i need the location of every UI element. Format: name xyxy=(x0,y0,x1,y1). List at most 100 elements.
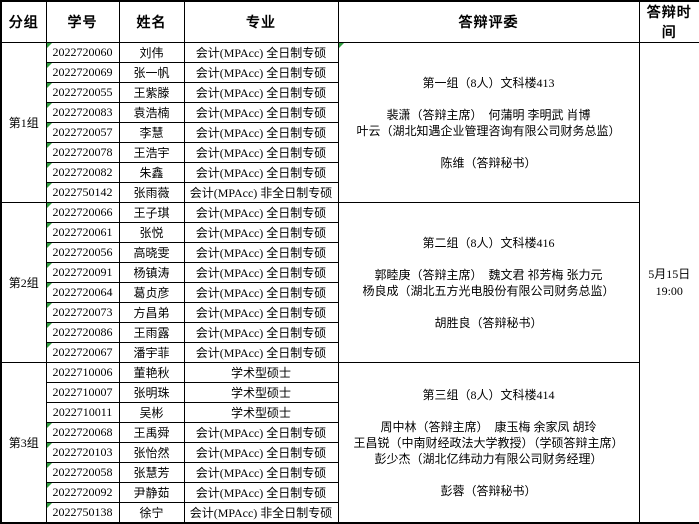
student-name-cell[interactable]: 张明珠 xyxy=(119,383,184,403)
group-cell[interactable]: 第1组 xyxy=(1,43,46,203)
major-cell[interactable]: 学术型硕士 xyxy=(184,403,338,423)
student-name-cell[interactable]: 方昌弟 xyxy=(119,303,184,323)
major-cell[interactable]: 学术型硕士 xyxy=(184,363,338,383)
major-cell[interactable]: 会计(MPAcc) 全日制专硕 xyxy=(184,63,338,83)
major-cell[interactable]: 会计(MPAcc) 全日制专硕 xyxy=(184,423,338,443)
student-id-cell[interactable]: 2022750138 xyxy=(46,503,119,524)
excel-error-triangle-icon xyxy=(47,183,52,188)
student-id-cell[interactable]: 2022720073 xyxy=(46,303,119,323)
major-cell[interactable]: 会计(MPAcc) 全日制专硕 xyxy=(184,103,338,123)
header-committee[interactable]: 答辩评委 xyxy=(338,1,639,43)
student-id-cell[interactable]: 2022720091 xyxy=(46,263,119,283)
header-major[interactable]: 专业 xyxy=(184,1,338,43)
major-cell[interactable]: 会计(MPAcc) 全日制专硕 xyxy=(184,223,338,243)
student-id-cell[interactable]: 2022720103 xyxy=(46,443,119,463)
major-cell[interactable]: 会计(MPAcc) 全日制专硕 xyxy=(184,463,338,483)
group-cell[interactable]: 第2组 xyxy=(1,203,46,363)
student-id-cell[interactable]: 2022720061 xyxy=(46,223,119,243)
header-group[interactable]: 分组 xyxy=(1,1,46,43)
student-name-cell[interactable]: 王子琪 xyxy=(119,203,184,223)
student-id-cell[interactable]: 2022720092 xyxy=(46,483,119,503)
excel-error-triangle-icon xyxy=(339,43,344,48)
major-cell[interactable]: 会计(MPAcc) 全日制专硕 xyxy=(184,83,338,103)
major-cell[interactable]: 会计(MPAcc) 全日制专硕 xyxy=(184,123,338,143)
major-cell[interactable]: 会计(MPAcc) 全日制专硕 xyxy=(184,303,338,323)
student-id-cell[interactable]: 2022720057 xyxy=(46,123,119,143)
student-name-cell[interactable]: 潘宇菲 xyxy=(119,343,184,363)
major-cell[interactable]: 会计(MPAcc) 全日制专硕 xyxy=(184,323,338,343)
student-id-cell[interactable]: 2022720066 xyxy=(46,203,119,223)
student-id-cell[interactable]: 2022720086 xyxy=(46,323,119,343)
student-name-cell[interactable]: 王雨露 xyxy=(119,323,184,343)
excel-error-triangle-icon xyxy=(47,283,52,288)
excel-error-triangle-icon xyxy=(47,83,52,88)
student-id-cell[interactable]: 2022720083 xyxy=(46,103,119,123)
major-cell[interactable]: 会计(MPAcc) 全日制专硕 xyxy=(184,443,338,463)
student-name-cell[interactable]: 杨镇涛 xyxy=(119,263,184,283)
student-name-cell[interactable]: 袁浩楠 xyxy=(119,103,184,123)
major-cell[interactable]: 会计(MPAcc) 非全日制专硕 xyxy=(184,183,338,203)
major-cell[interactable]: 会计(MPAcc) 全日制专硕 xyxy=(184,263,338,283)
student-name-cell[interactable]: 张慧芳 xyxy=(119,463,184,483)
committee-line: 胡胜良（答辩秘书） xyxy=(339,315,639,331)
student-name-cell[interactable]: 张悦 xyxy=(119,223,184,243)
committee-line: 王昌锐（中南财经政法大学教授）（学硕答辩主席） xyxy=(339,435,639,451)
student-id-cell[interactable]: 2022720068 xyxy=(46,423,119,443)
student-id-cell[interactable]: 2022720067 xyxy=(46,343,119,363)
excel-error-triangle-icon xyxy=(47,423,52,428)
student-name-cell[interactable]: 王禹舜 xyxy=(119,423,184,443)
student-name-cell[interactable]: 徐宁 xyxy=(119,503,184,524)
major-cell[interactable]: 会计(MPAcc) 全日制专硕 xyxy=(184,143,338,163)
major-cell[interactable]: 会计(MPAcc) 全日制专硕 xyxy=(184,483,338,503)
excel-error-triangle-icon xyxy=(47,163,52,168)
student-id-cell[interactable]: 2022720058 xyxy=(46,463,119,483)
student-id-cell[interactable]: 2022720060 xyxy=(46,43,119,63)
excel-error-triangle-icon xyxy=(47,483,52,488)
excel-error-triangle-icon xyxy=(47,343,52,348)
major-cell[interactable]: 会计(MPAcc) 全日制专硕 xyxy=(184,283,338,303)
student-id-cell[interactable]: 2022720055 xyxy=(46,83,119,103)
major-cell[interactable]: 会计(MPAcc) 全日制专硕 xyxy=(184,163,338,183)
student-id-cell[interactable]: 2022750142 xyxy=(46,183,119,203)
student-name-cell[interactable]: 王紫滕 xyxy=(119,83,184,103)
student-name-cell[interactable]: 刘伟 xyxy=(119,43,184,63)
major-cell[interactable]: 会计(MPAcc) 全日制专硕 xyxy=(184,243,338,263)
major-cell[interactable]: 会计(MPAcc) 全日制专硕 xyxy=(184,203,338,223)
student-id-cell[interactable]: 2022720069 xyxy=(46,63,119,83)
student-name-cell[interactable]: 张雨薇 xyxy=(119,183,184,203)
student-id-cell[interactable]: 2022720056 xyxy=(46,243,119,263)
committee-line: 陈维（答辩秘书） xyxy=(339,155,639,171)
student-name-cell[interactable]: 葛贞彦 xyxy=(119,283,184,303)
group-cell[interactable]: 第3组 xyxy=(1,363,46,524)
header-time[interactable]: 答辩时间 xyxy=(639,1,699,43)
student-name-cell[interactable]: 李慧 xyxy=(119,123,184,143)
header-student-id[interactable]: 学号 xyxy=(46,1,119,43)
header-name[interactable]: 姓名 xyxy=(119,1,184,43)
student-name-cell[interactable]: 董艳秋 xyxy=(119,363,184,383)
major-cell[interactable]: 学术型硕士 xyxy=(184,383,338,403)
major-cell[interactable]: 会计(MPAcc) 全日制专硕 xyxy=(184,343,338,363)
student-id-cell[interactable]: 2022720078 xyxy=(46,143,119,163)
student-id-cell[interactable]: 2022710007 xyxy=(46,383,119,403)
student-name-cell[interactable]: 高晓雯 xyxy=(119,243,184,263)
major-cell[interactable]: 会计(MPAcc) 非全日制专硕 xyxy=(184,503,338,524)
student-name-cell[interactable]: 尹静茹 xyxy=(119,483,184,503)
student-name-cell[interactable]: 张怡然 xyxy=(119,443,184,463)
student-name-cell[interactable]: 朱鑫 xyxy=(119,163,184,183)
student-name-cell[interactable]: 吴彬 xyxy=(119,403,184,423)
excel-error-triangle-icon xyxy=(47,263,52,268)
excel-error-triangle-icon xyxy=(47,203,52,208)
student-name-cell[interactable]: 王浩宇 xyxy=(119,143,184,163)
student-id-cell[interactable]: 2022710006 xyxy=(46,363,119,383)
major-cell[interactable]: 会计(MPAcc) 全日制专硕 xyxy=(184,43,338,63)
student-id-cell[interactable]: 2022720064 xyxy=(46,283,119,303)
student-id-cell[interactable]: 2022710011 xyxy=(46,403,119,423)
student-name-cell[interactable]: 张一帆 xyxy=(119,63,184,83)
student-id-cell[interactable]: 2022720082 xyxy=(46,163,119,183)
